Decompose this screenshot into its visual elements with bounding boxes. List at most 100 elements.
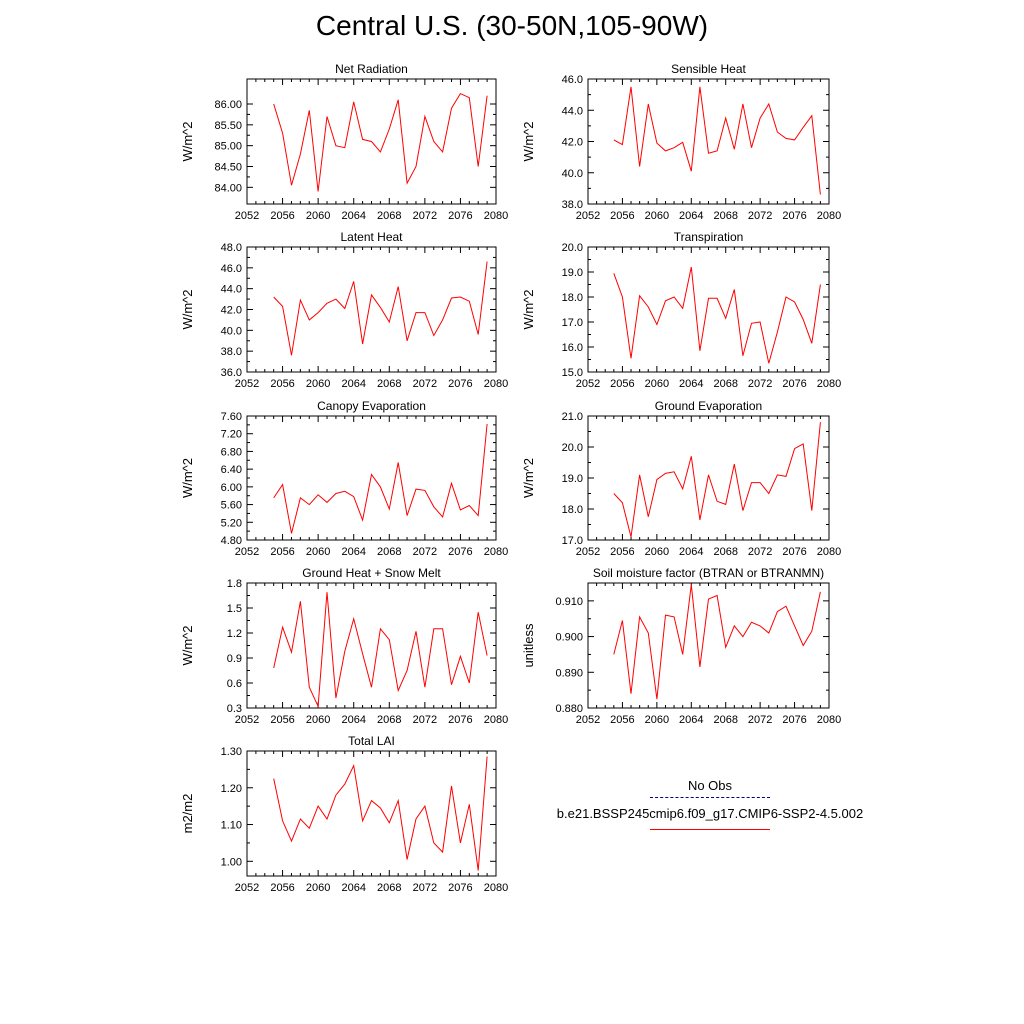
panel-2-title: Sensible Heat: [671, 62, 746, 76]
panel-9-xtick-label: 2068: [377, 882, 401, 894]
panel-9-xtick-label: 2080: [484, 882, 508, 894]
panel-6-xtick-label: 2064: [679, 546, 703, 558]
panel-4-xtick-label: 2060: [645, 378, 669, 390]
panel-3-xtick-label: 2052: [235, 378, 259, 390]
panel-1-xtick-label: 2076: [448, 210, 472, 222]
panel-2-frame: [587, 78, 830, 205]
panel-5-ytick-label: 5.60: [221, 500, 242, 512]
panel-4-xtick-label: 2052: [576, 378, 600, 390]
panel-8-xtick-label: 2052: [576, 714, 600, 726]
panel-6-ytick-label: 20.0: [562, 442, 583, 454]
legend-label-model: b.e21.BSSP245cmip6.f09_g17.CMIP6-SSP2-4.…: [556, 806, 864, 821]
panel-9-xtick-label: 2056: [270, 882, 294, 894]
panel-7-xtick-label: 2076: [448, 714, 472, 726]
panel-5-xtick-label: 2064: [341, 546, 365, 558]
panel-5-xtick-label: 2080: [484, 546, 508, 558]
panel-7-xtick-label: 2072: [413, 714, 437, 726]
panel-6-xtick-label: 2068: [713, 546, 737, 558]
panel-1-xtick-label: 2060: [306, 210, 330, 222]
panel-8-xtick-label: 2080: [817, 714, 841, 726]
panel-5-series-line: [273, 423, 488, 534]
panel-9-xtick-label: 2052: [235, 882, 259, 894]
panel-5-ytick-label: 7.20: [221, 429, 242, 441]
panel-4-xtick-label: 2056: [610, 378, 634, 390]
panel-1-ytick-label: 84.50: [214, 162, 242, 174]
panel-5-xtick-label: 2068: [377, 546, 401, 558]
panel-3-ytick-label: 44.0: [221, 284, 242, 296]
panel-2-ytick-label: 46.0: [562, 74, 583, 86]
panel-7-ytick-label: 0.3: [227, 703, 242, 715]
panel-2-ytick-label: 44.0: [562, 105, 583, 117]
panel-7-xtick-label: 2056: [270, 714, 294, 726]
panel-3-ytick-label: 46.0: [221, 263, 242, 275]
panel-1-ytick-label: 84.00: [214, 182, 242, 194]
panel-9-ylabel: m2/m2: [180, 794, 195, 834]
panel-5-ytick-label: 6.00: [221, 482, 242, 494]
panel-2-xtick-label: 2068: [713, 210, 737, 222]
panel-5-xtick-label: 2076: [448, 546, 472, 558]
panel-6-ylabel: W/m^2: [521, 458, 536, 498]
panel-3-ytick-label: 38.0: [221, 346, 242, 358]
panel-4-ytick-label: 18.0: [562, 292, 583, 304]
panel-3-xtick-label: 2068: [377, 378, 401, 390]
panel-7-xtick-label: 2068: [377, 714, 401, 726]
panel-2-xtick-label: 2072: [748, 210, 772, 222]
panel-8-xtick-label: 2076: [782, 714, 806, 726]
panel-5-xtick-label: 2056: [270, 546, 294, 558]
panel-7-xtick-label: 2064: [341, 714, 365, 726]
panel-8-ylabel: unitless: [521, 623, 536, 668]
panel-6-xtick-label: 2060: [645, 546, 669, 558]
panel-8-xtick-label: 2072: [748, 714, 772, 726]
panel-2-xtick-label: 2052: [576, 210, 600, 222]
panel-8-ytick-label: 0.900: [555, 632, 583, 644]
panel-1-xtick-label: 2080: [484, 210, 508, 222]
panel-6-frame: [587, 415, 830, 541]
panel-3-xtick-label: 2056: [270, 378, 294, 390]
panel-7-xtick-label: 2052: [235, 714, 259, 726]
panel-2-ytick-label: 40.0: [562, 168, 583, 180]
panel-8-xtick-label: 2056: [610, 714, 634, 726]
panel-9-ytick-label: 1.00: [221, 856, 242, 868]
panel-9-series-line: [273, 756, 488, 871]
panel-8-xtick-label: 2060: [645, 714, 669, 726]
panel-3-frame: [246, 246, 497, 373]
legend-line-model: [650, 829, 770, 830]
panel-6-ytick-label: 18.0: [562, 504, 583, 516]
panel-4-xtick-label: 2080: [817, 378, 841, 390]
panel-6-xtick-label: 2080: [817, 546, 841, 558]
panel-3-xtick-label: 2064: [341, 378, 365, 390]
panel-5-ytick-label: 4.80: [221, 535, 242, 547]
panel-3-ytick-label: 48.0: [221, 242, 242, 254]
panel-6-series-line: [613, 422, 821, 538]
panel-1-xtick-label: 2068: [377, 210, 401, 222]
panel-1-ylabel: W/m^2: [180, 121, 195, 161]
panel-4-xtick-label: 2064: [679, 378, 703, 390]
panel-9-ytick-label: 1.10: [221, 820, 242, 832]
panel-9-xtick-label: 2072: [413, 882, 437, 894]
panel-7-ytick-label: 1.5: [227, 603, 242, 615]
page-title: Central U.S. (30-50N,105-90W): [315, 10, 709, 41]
panel-7-ytick-label: 0.6: [227, 678, 242, 690]
legend-item-obs: No Obs: [530, 778, 890, 798]
panel-4-ytick-label: 15.0: [562, 367, 583, 379]
panel-1-xtick-label: 2052: [235, 210, 259, 222]
panel-5-ytick-label: 7.60: [221, 411, 242, 423]
legend: No Obs b.e21.BSSP245cmip6.f09_g17.CMIP6-…: [530, 778, 890, 836]
panel-9-ytick-label: 1.20: [221, 783, 242, 795]
panel-6-xtick-label: 2072: [748, 546, 772, 558]
panel-2-xtick-label: 2076: [782, 210, 806, 222]
panel-4-xtick-label: 2076: [782, 378, 806, 390]
panel-4-ylabel: W/m^2: [521, 289, 536, 329]
panel-5-ytick-label: 6.40: [221, 464, 242, 476]
panel-9-xtick-label: 2076: [448, 882, 472, 894]
panel-3-ytick-label: 36.0: [221, 367, 242, 379]
panel-7-series-line: [273, 592, 488, 709]
panel-7-xtick-label: 2080: [484, 714, 508, 726]
panel-8-title: Soil moisture factor (BTRAN or BTRANMN): [593, 566, 824, 580]
panel-5-ytick-label: 5.20: [221, 517, 242, 529]
panel-7-title: Ground Heat + Snow Melt: [302, 566, 441, 580]
panel-2-xtick-label: 2056: [610, 210, 634, 222]
panel-2-ytick-label: 38.0: [562, 199, 583, 211]
panel-1-xtick-label: 2064: [341, 210, 365, 222]
